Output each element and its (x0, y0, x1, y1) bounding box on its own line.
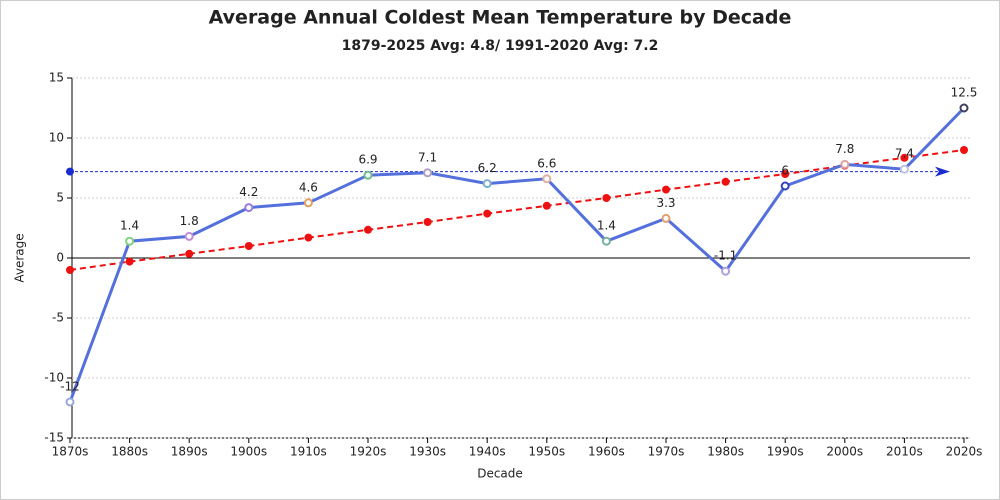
x-tick-label: 1990s (767, 445, 804, 459)
x-tick-label: 1910s (290, 445, 327, 459)
data-label: 7.8 (835, 142, 854, 156)
data-label: 1.4 (120, 219, 139, 233)
trend-point (900, 153, 909, 162)
x-tick-label: 1930s (409, 445, 446, 459)
point (125, 236, 135, 246)
x-tick-label: 1950s (528, 445, 565, 459)
trend-point (364, 225, 372, 234)
y-tick-label: -5 (52, 311, 64, 325)
data-label: 6 (781, 164, 789, 178)
reference-start (66, 167, 74, 176)
data-label: -1.1 (714, 249, 737, 263)
trend-point (960, 146, 968, 154)
point (542, 174, 552, 184)
data-label: 4.6 (299, 180, 318, 194)
y-tick-label: 10 (49, 131, 64, 145)
reference-arrow (935, 166, 950, 177)
x-tick-label: 1960s (588, 445, 625, 459)
x-tick-label: 1980s (707, 445, 744, 459)
y-tick-label: -15 (44, 431, 64, 445)
trend-point (244, 242, 253, 250)
y-tick-label: 0 (56, 251, 64, 265)
x-tick-label: 2010s (886, 445, 923, 459)
point (303, 198, 313, 208)
point (601, 236, 611, 246)
data-label: 6.6 (537, 156, 556, 170)
point (65, 397, 75, 407)
x-tick-label: 1880s (111, 445, 148, 459)
chart-title: Average Annual Coldest Mean Temperature … (209, 7, 792, 29)
data-label: 6.2 (478, 161, 497, 175)
data-label: 7.1 (418, 150, 437, 164)
data-label: 3.3 (656, 196, 675, 210)
x-axis-title: Decade (477, 467, 523, 481)
trend-line (69, 149, 965, 271)
data-label: 6.9 (358, 153, 377, 167)
data-label: 1.8 (180, 214, 199, 228)
x-tick-label: 2000s (826, 445, 863, 459)
x-tick-label: 1890s (171, 445, 208, 459)
trend-point (66, 266, 74, 274)
data-label: 7.4 (895, 147, 914, 161)
point (423, 168, 433, 178)
data-label: 1.4 (597, 219, 616, 233)
data-label: 12.5 (951, 86, 978, 100)
point (184, 231, 194, 241)
trend-point (602, 194, 611, 202)
trend-point (662, 185, 670, 194)
trend-point (483, 209, 492, 218)
point (721, 266, 731, 276)
point (780, 181, 790, 191)
trend-point (185, 249, 194, 258)
y-tick-label: 5 (56, 191, 64, 205)
y-tick-label: 15 (49, 71, 64, 85)
series-line (68, 106, 966, 403)
x-tick-label: 1900s (230, 445, 267, 459)
point (899, 164, 909, 174)
trend-point (125, 257, 134, 266)
point (840, 159, 850, 169)
y-axis-title: Average (13, 233, 27, 282)
trend-point (721, 177, 730, 186)
point (959, 103, 969, 113)
trend-point (423, 218, 432, 226)
chart-subtitle: 1879-2025 Avg: 4.8/ 1991-2020 Avg: 7.2 (342, 38, 659, 54)
trend-point (304, 233, 313, 242)
data-label: -12 (60, 380, 80, 394)
point (661, 213, 671, 223)
data-label: 4.2 (239, 185, 258, 199)
x-tick-label: 2020s (946, 445, 983, 459)
x-tick-label: 1970s (648, 445, 685, 459)
trend-point (542, 201, 551, 210)
point (244, 203, 254, 213)
x-tick-label: 1920s (350, 445, 387, 459)
trend-point (781, 170, 790, 178)
point (363, 170, 373, 180)
y-tick-label: -10 (44, 371, 64, 385)
x-tick-label: 1940s (469, 445, 506, 459)
x-tick-label: 1870s (52, 445, 89, 459)
point (482, 179, 492, 189)
